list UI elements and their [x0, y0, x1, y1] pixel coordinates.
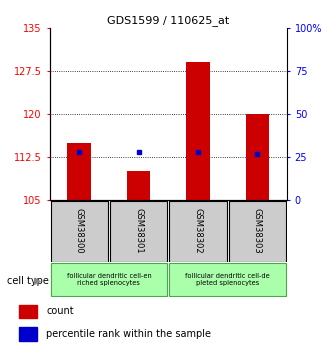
Text: percentile rank within the sample: percentile rank within the sample [46, 329, 211, 339]
Bar [127, 171, 150, 200]
Text: GSM38303: GSM38303 [253, 208, 262, 254]
Bar [19, 327, 37, 341]
Text: GSM38302: GSM38302 [193, 208, 203, 254]
Text: cell type: cell type [7, 276, 49, 286]
Bar [246, 114, 269, 200]
Bar [170, 263, 286, 296]
Text: ▶: ▶ [34, 276, 42, 286]
Text: GSM38301: GSM38301 [134, 208, 143, 254]
Text: count: count [46, 306, 74, 316]
Bar [229, 201, 286, 262]
Bar [51, 263, 167, 296]
Bar [67, 142, 91, 200]
Text: GSM38300: GSM38300 [75, 208, 84, 254]
Bar [110, 201, 167, 262]
Text: follicular dendritic cell-en
riched splenocytes: follicular dendritic cell-en riched sple… [67, 273, 151, 286]
Bar [19, 305, 37, 318]
Bar [170, 201, 226, 262]
Bar [186, 62, 210, 200]
Title: GDS1599 / 110625_at: GDS1599 / 110625_at [107, 16, 229, 26]
Bar [51, 201, 108, 262]
Text: follicular dendritic cell-de
pleted splenocytes: follicular dendritic cell-de pleted sple… [185, 273, 270, 286]
